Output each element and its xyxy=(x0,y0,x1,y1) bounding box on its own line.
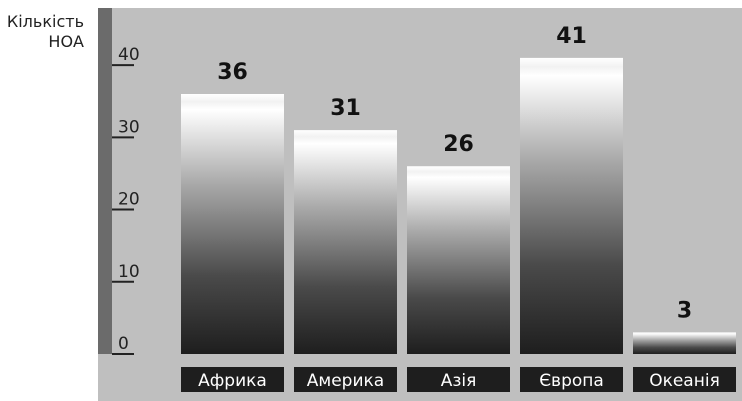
y-axis-label: Кількість НОА xyxy=(7,12,84,51)
bars xyxy=(181,57,736,355)
category-label-2: Азія xyxy=(441,371,477,391)
y-tick-label-20: 20 xyxy=(118,190,140,210)
category-label-4: Океанія xyxy=(649,371,720,391)
value-label-2: 26 xyxy=(443,132,474,157)
category-label-0: Африка xyxy=(198,371,267,391)
bar-0 xyxy=(181,94,284,354)
category-strip-0 xyxy=(181,367,284,392)
category-strip-2 xyxy=(407,367,510,392)
y-axis-bar xyxy=(98,8,112,354)
value-label-0: 36 xyxy=(217,60,248,85)
category-strip-4 xyxy=(633,367,736,392)
category-strip-1 xyxy=(294,367,397,392)
bar-1 xyxy=(294,130,397,354)
bar-3 xyxy=(520,57,623,355)
bar-2 xyxy=(407,166,510,354)
y-tick-label-10: 10 xyxy=(118,262,140,282)
category-labels: Африка Америка Азія Європа Океанія xyxy=(181,367,736,392)
category-label-1: Америка xyxy=(307,371,384,391)
y-tick-label-40: 40 xyxy=(118,45,140,65)
y-ticks: 0 10 20 30 40 xyxy=(112,45,140,355)
y-tick-label-0: 0 xyxy=(118,334,129,354)
value-label-3: 41 xyxy=(556,24,587,49)
bar-4 xyxy=(633,332,736,354)
value-label-4: 3 xyxy=(677,298,692,323)
category-label-3: Європа xyxy=(539,371,604,391)
y-tick-label-30: 30 xyxy=(118,117,140,137)
value-labels: 36 31 26 41 3 xyxy=(217,24,692,323)
value-label-1: 31 xyxy=(330,96,361,121)
category-strip-3 xyxy=(520,367,623,392)
